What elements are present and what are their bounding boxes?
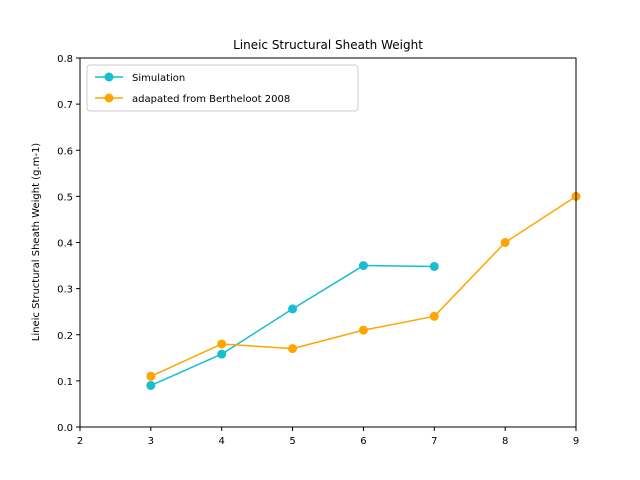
y-tick-label-7: 0.7 [57, 100, 73, 111]
y-tick-label-4: 0.4 [57, 239, 73, 250]
x-tick-label-4: 6 [360, 436, 366, 447]
y-tick-label-1: 0.1 [57, 377, 73, 388]
data-point-s0-2 [288, 304, 298, 314]
x-tick-label-6: 8 [502, 436, 508, 447]
y-tick-label-0: 0.0 [57, 423, 73, 434]
plot-area [146, 191, 581, 390]
x-tick-label-2: 4 [219, 436, 225, 447]
data-point-s0-3 [358, 261, 368, 271]
data-point-s1-0 [146, 371, 156, 381]
legend-label-1: adapated from Bertheloot 2008 [132, 94, 290, 105]
x-tick-label-7: 9 [573, 436, 579, 447]
axes: 2 3 4 5 6 7 8 9 0.0 0.1 0.2 0.3 0.4 0.5 0.6 0.7 0.8 [57, 54, 579, 447]
y-tick-label-3: 0.3 [57, 285, 73, 296]
legend-label-0: Simulation [132, 73, 185, 84]
legend: Simulation adapated from Bertheloot 2008 [86, 64, 359, 112]
y-tick-label-5: 0.5 [57, 192, 73, 203]
data-point-s1-5 [500, 238, 510, 247]
data-point-s0-0 [146, 380, 156, 390]
y-tick-label-8: 0.8 [57, 54, 73, 65]
data-point-s1-2 [288, 344, 298, 354]
x-tick-label-3: 5 [289, 436, 295, 447]
y-tick-label-2: 0.2 [57, 331, 73, 342]
legend-box [86, 64, 359, 112]
data-point-s1-4 [429, 311, 439, 321]
data-point-s0-4 [429, 261, 439, 271]
data-point-s1-3 [358, 325, 368, 335]
series-line-1 [150, 195, 577, 377]
x-tick-label-1: 3 [148, 436, 154, 447]
legend-marker-0 [104, 72, 114, 82]
y-axis-label: Lineic Structural Sheath Weight (g.m-1) [31, 143, 42, 342]
y-tick-label-6: 0.6 [57, 146, 73, 157]
chart-title: Lineic Structural Sheath Weight [233, 38, 423, 52]
data-point-s0-1 [217, 349, 227, 359]
x-tick-label-5: 7 [431, 436, 437, 447]
legend-marker-1 [104, 93, 114, 103]
x-tick-label-0: 2 [77, 436, 83, 447]
data-point-s1-1 [217, 339, 227, 349]
series-line-0 [150, 264, 435, 387]
